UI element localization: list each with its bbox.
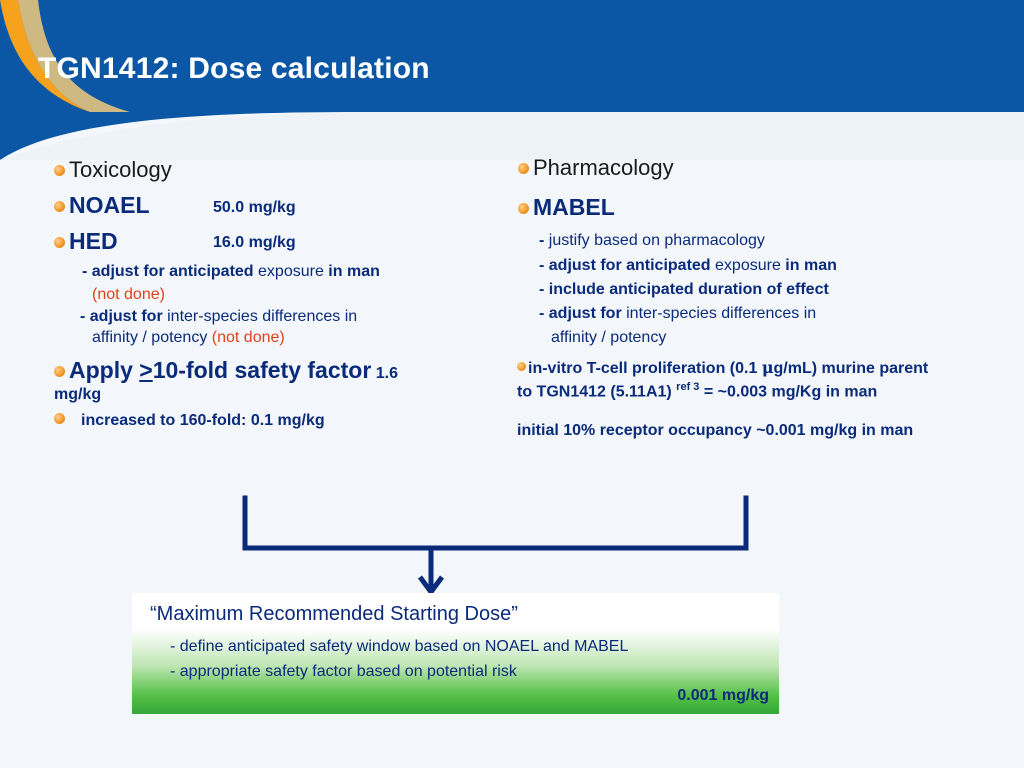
- occupancy-line: initial 10% receptor occupancy ~0.001 mg…: [517, 422, 914, 439]
- pharmacology-item: Pharmacology: [518, 155, 674, 181]
- right-adjust-exposure-line: - adjust for anticipated exposure in man: [539, 257, 837, 275]
- affinity-text: affinity / potency: [92, 329, 212, 346]
- header-swoosh-decoration: [0, 0, 1024, 160]
- noael-item: NOAEL: [54, 192, 150, 219]
- right-species-normal: inter-species differences in: [621, 305, 817, 322]
- adjust-exposure-bold: - adjust for anticipated: [82, 263, 254, 280]
- mu-symbol: μ: [761, 358, 774, 377]
- hed-label: HED: [69, 228, 118, 254]
- right-species-bold: - adjust for: [539, 305, 622, 322]
- right-adjust-species-line: - adjust for inter-species differences i…: [539, 305, 816, 323]
- right-affinity-line: affinity / potency: [551, 329, 667, 346]
- increased-item: increased to 160-fold: 0.1 mg/kg: [54, 412, 325, 430]
- box-dose-value: 0.001 mg/kg: [677, 687, 769, 704]
- orange-bullet-icon: [54, 237, 65, 249]
- invitro2-text-b: = ~0.003 mg/Kg in man: [699, 383, 878, 401]
- invitro-text-b: g/mL) murine parent: [773, 360, 929, 377]
- page-title: TGN1412: Dose calculation: [38, 52, 430, 85]
- pharmacology-label: Pharmacology: [533, 155, 674, 180]
- noael-label: NOAEL: [69, 192, 150, 218]
- orange-bullet-icon: [54, 201, 65, 213]
- toxicology-label: Toxicology: [69, 157, 172, 182]
- adjust-species-line: - adjust for inter-species differences i…: [80, 308, 357, 326]
- justify-line: - justify based on pharmacology: [539, 232, 765, 250]
- include-duration-line: - include anticipated duration of effect: [539, 281, 829, 298]
- box-title: “Maximum Recommended Starting Dose”: [150, 603, 518, 625]
- right-adjust-inman: in man: [785, 257, 837, 274]
- invitro-line-2: to TGN1412 (5.11A1) ref 3 = ~0.003 mg/Kg…: [517, 381, 877, 401]
- adjust-species-normal: inter-species differences in: [162, 308, 358, 325]
- orange-bullet-icon: [518, 163, 529, 175]
- mabel-item: MABEL: [518, 194, 615, 221]
- mabel-label: MABEL: [533, 194, 615, 220]
- box-line-1: - define anticipated safety window based…: [170, 638, 629, 655]
- apply-text-b: 10-fold safety factor: [152, 357, 372, 383]
- hed-value: 16.0 mg/kg: [213, 234, 296, 251]
- apply-value: 1.6: [371, 365, 398, 382]
- adjust-exposure-inman: in man: [328, 263, 380, 280]
- right-adjust-bold: - adjust for anticipated: [539, 257, 711, 274]
- adjust-species-bold: - adjust for: [80, 308, 163, 325]
- invitro2-text-a: to TGN1412 (5.11A1): [517, 383, 677, 401]
- orange-bullet-icon: [517, 362, 526, 372]
- orange-bullet-icon: [54, 165, 65, 177]
- right-adjust-normal: exposure: [710, 257, 786, 274]
- adjust-exposure-normal: exposure: [253, 263, 329, 280]
- orange-bullet-icon: [54, 413, 65, 425]
- apply-unit: mg/kg: [54, 386, 102, 403]
- orange-bullet-icon: [518, 203, 529, 215]
- invitro-text-a: in-vitro T-cell proliferation (0.1: [528, 360, 762, 377]
- apply-gte-symbol: >: [139, 357, 153, 383]
- ref-superscript: ref 3: [676, 381, 700, 393]
- noael-value: 50.0 mg/kg: [213, 199, 296, 216]
- starting-dose-box: “Maximum Recommended Starting Dose” - de…: [132, 593, 779, 714]
- invitro-line: in-vitro T-cell proliferation (0.1 μg/mL…: [517, 358, 928, 378]
- apply-text-a: Apply: [69, 357, 140, 383]
- justify-dash: -: [539, 232, 549, 249]
- not-done-label-2: (not done): [211, 329, 285, 346]
- apply-safety-factor: Apply >10-fold safety factor 1.6: [54, 357, 398, 384]
- increased-text: increased to 160-fold: 0.1 mg/kg: [81, 412, 325, 429]
- not-done-label: (not done): [92, 286, 165, 303]
- hed-item: HED: [54, 228, 118, 255]
- box-line-2: - appropriate safety factor based on pot…: [170, 663, 517, 680]
- affinity-line: affinity / potency (not done): [92, 329, 285, 347]
- justify-text: justify based on pharmacology: [548, 232, 765, 249]
- orange-bullet-icon: [54, 366, 65, 378]
- toxicology-item: Toxicology: [54, 157, 172, 183]
- adjust-exposure-line: - adjust for anticipated exposure in man: [82, 263, 380, 281]
